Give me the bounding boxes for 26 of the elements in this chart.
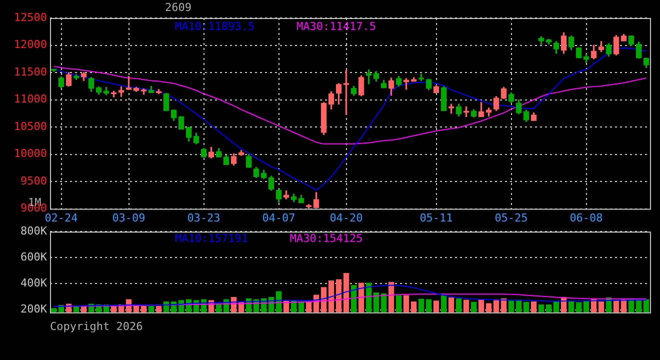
y-tick-label: 10500 <box>14 120 47 133</box>
y-tick-label: 200K <box>20 302 48 316</box>
x-tick-label: 03-09 <box>112 211 146 224</box>
text: MA30:11417.5 <box>296 20 376 33</box>
x-tick-label: 02-24 <box>44 211 78 224</box>
y-tick-label: 400K <box>20 276 48 290</box>
y-tick-label: 10000 <box>14 147 47 160</box>
y-tick-label: 11500 <box>14 65 47 78</box>
text: MA30:154125 <box>290 232 363 245</box>
x-tick-label: 04-20 <box>330 211 363 224</box>
text: Copyright 2026 <box>50 320 143 333</box>
y-tick-label: 12500 <box>14 10 47 24</box>
y-tick-label: 12000 <box>14 38 47 52</box>
text: MA10:11893.5 <box>175 20 254 33</box>
x-tick-label: 04-07 <box>262 211 296 224</box>
candlestick <box>576 48 582 58</box>
y-tick-label: 9500 <box>20 174 47 188</box>
chart-title: 2609 <box>165 1 192 14</box>
y-tick-label: 800K <box>20 224 48 238</box>
y-tick-label: 600K <box>20 250 48 264</box>
x-tick-label: 05-25 <box>494 211 528 224</box>
x-tick-label: 06-08 <box>570 211 603 224</box>
y-tick-label: 11000 <box>14 92 47 106</box>
x-tick-label: 05-11 <box>420 211 453 224</box>
x-tick-label: 03-23 <box>187 211 220 224</box>
text: MA10:157191 <box>175 232 248 245</box>
